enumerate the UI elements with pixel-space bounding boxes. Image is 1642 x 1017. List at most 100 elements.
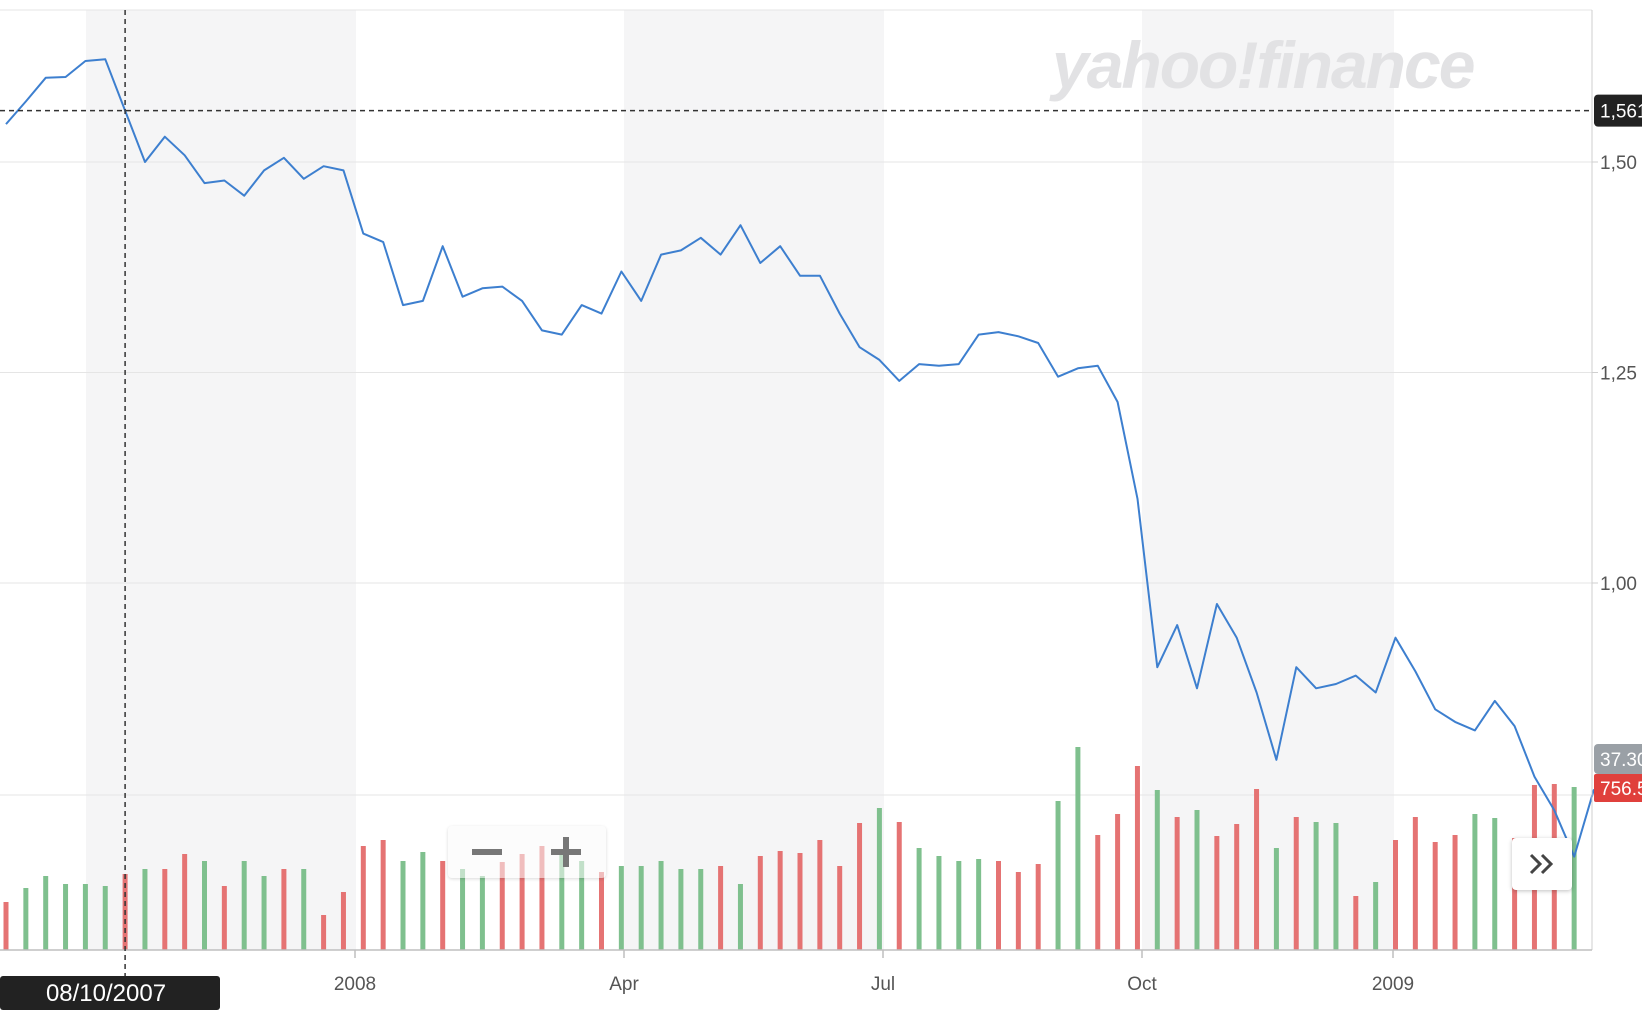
volume-bar [956, 861, 962, 950]
y-tick-label: 1,00 [1600, 574, 1637, 595]
volume-bar [837, 866, 843, 950]
grid-lines [0, 9, 1592, 796]
volume-bar [658, 861, 664, 950]
volume-bar [261, 876, 267, 950]
volume-bar [1512, 838, 1518, 950]
volume-bar [23, 888, 29, 950]
volume-bar [1273, 848, 1279, 950]
last-price-tag [1594, 744, 1642, 774]
volume-bar [202, 861, 207, 950]
volume-bar [221, 886, 227, 950]
volume-bar [400, 861, 406, 950]
price-series [5, 58, 1595, 858]
volume-bar [1472, 814, 1478, 950]
volume-bar [857, 823, 863, 950]
volume-bar [102, 886, 108, 950]
volume-bar [1432, 842, 1438, 950]
background-bands [86, 10, 1394, 950]
volume-bar [1492, 818, 1498, 950]
price-crosshair-label: 1,561 [1600, 102, 1642, 123]
date-tag-box [0, 976, 220, 1010]
volume-bar [777, 851, 783, 950]
volume-bar [1254, 789, 1260, 950]
volume-bar [1055, 801, 1061, 950]
y-tick-label: 1,50 [1600, 153, 1637, 174]
volume-bar [678, 869, 684, 950]
volume-bar [539, 846, 545, 950]
volume-bar [3, 902, 9, 950]
volume-bar [162, 869, 168, 950]
volume-bar [1134, 766, 1140, 950]
volume-bar [43, 876, 49, 950]
volume-bar [737, 884, 743, 950]
last-volume-label: 756.5 [1600, 779, 1642, 800]
x-tick-label: Oct [1127, 974, 1157, 995]
volume-bar [817, 840, 823, 950]
volume-bar [142, 869, 148, 950]
volume-bar [1393, 840, 1398, 950]
zoom-out-button[interactable] [448, 826, 527, 878]
volume-bar [996, 861, 1001, 950]
last-price-label: 37.30 [1600, 750, 1642, 771]
volume-bar [281, 869, 287, 950]
volume-bar [1373, 882, 1379, 950]
plus-icon [551, 837, 581, 867]
volume-bar [1412, 817, 1418, 950]
volume-bar [559, 852, 565, 950]
axis-tags: 1,561 37.30 756.5 [1594, 94, 1642, 802]
volume-bar [63, 884, 69, 950]
volume-bar [1313, 822, 1319, 950]
volume-bar [519, 854, 525, 950]
volume-bar [1115, 814, 1121, 950]
volume-bar [499, 862, 505, 950]
background-band [1142, 10, 1394, 950]
last-volume-tag [1594, 774, 1642, 802]
volume-bar [1234, 824, 1240, 950]
background-band [86, 10, 356, 950]
double-chevron-right-icon [1529, 853, 1554, 875]
background-band [624, 10, 884, 950]
x-tick-label: 2009 [1372, 974, 1414, 995]
price-crosshair-tag [1594, 94, 1642, 127]
crosshair: 08/10/2007 [0, 10, 1592, 1010]
volume-bar [1333, 823, 1339, 950]
volume-bar [797, 853, 803, 950]
volume-bar [1015, 872, 1021, 950]
volume-bar [1194, 810, 1200, 950]
x-tick-label: 2008 [334, 974, 376, 995]
volume-bar [1353, 896, 1359, 950]
volume-bars [3, 747, 1577, 950]
volume-bar [301, 869, 307, 950]
volume-bar [618, 866, 624, 950]
volume-bar [479, 876, 485, 950]
zoom-control [448, 826, 606, 878]
volume-bar [1075, 747, 1081, 950]
axes: 2008 Apr Jul Oct 2009 1,50 1,25 1,00 [0, 10, 1637, 995]
volume-bar [1174, 817, 1180, 950]
volume-bar [1293, 817, 1299, 950]
x-tick-label: Jul [871, 974, 895, 995]
volume-bar [916, 848, 922, 950]
watermark-logo: yahoo!finance [1049, 28, 1474, 102]
scroll-forward-button[interactable] [1512, 838, 1572, 890]
volume-bar [876, 808, 882, 950]
volume-bar [896, 822, 902, 950]
volume-bar [1571, 787, 1577, 950]
minus-icon [472, 849, 502, 855]
volume-bar [698, 869, 704, 950]
volume-bar [182, 854, 188, 950]
x-tick-label: Apr [609, 974, 639, 995]
volume-bar [1214, 836, 1220, 950]
volume-bar [360, 846, 366, 950]
volume-bar [638, 866, 644, 950]
y-tick-label: 1,25 [1600, 364, 1637, 385]
zoom-in-button[interactable] [527, 826, 606, 878]
volume-bar [460, 869, 466, 950]
volume-bar [718, 866, 724, 950]
volume-bar [757, 856, 763, 950]
volume-bar [579, 861, 585, 950]
volume-bar [340, 892, 346, 950]
volume-bar [440, 861, 446, 950]
